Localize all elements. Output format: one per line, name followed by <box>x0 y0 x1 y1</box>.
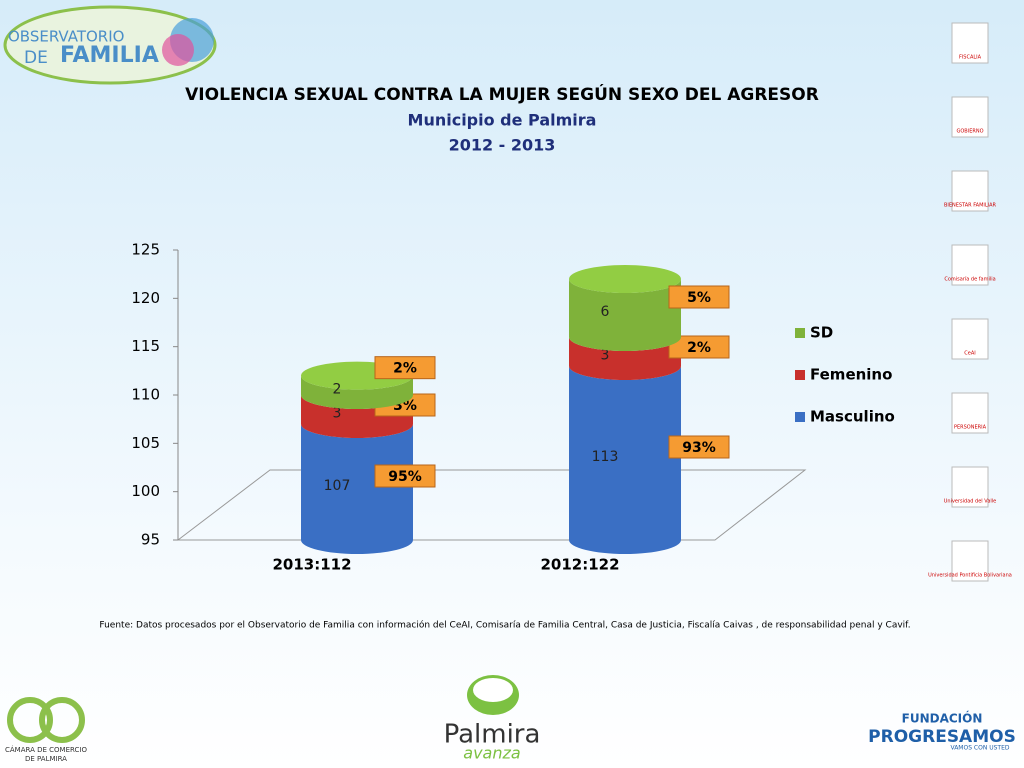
y-tick-label: 105 <box>131 434 160 452</box>
legend-swatch <box>795 412 805 422</box>
logo-text: OBSERVATORIO <box>8 28 124 46</box>
logo-text: Universidad del Valle <box>944 499 996 505</box>
share-box <box>668 285 730 309</box>
logo-text: CÁMARA DE COMERCIO <box>5 745 87 754</box>
logo-text: Palmira <box>444 720 541 750</box>
y-tick-label: 120 <box>131 289 160 307</box>
share-label: 2% <box>687 340 711 356</box>
y-tick-label: 100 <box>131 482 160 500</box>
y-tick-label: 95 <box>141 531 160 549</box>
logo-box <box>951 540 989 582</box>
chart-floor <box>176 469 807 541</box>
logo-text: FISCALIA <box>959 55 982 61</box>
logo-text: DE PALMIRA <box>25 755 67 763</box>
side-logos: FISCALIA GOBIERNO BIENESTAR FAMILIAR Comisa… <box>928 22 1012 582</box>
data-label: 113 <box>592 449 619 465</box>
logo-box <box>951 96 989 138</box>
logo-box <box>951 466 989 508</box>
logo-text: CeAI <box>964 351 975 357</box>
share-label: 5% <box>687 290 711 306</box>
y-tick-label: 115 <box>131 337 160 355</box>
chart-period: 2012 - 2013 <box>449 136 556 155</box>
logo-text: GOBIERNO <box>956 129 983 135</box>
share-box <box>374 464 436 488</box>
share-box <box>668 335 730 359</box>
bar-segment <box>301 424 413 554</box>
logo-box <box>951 170 989 212</box>
logo-box <box>951 22 989 64</box>
bar-segment <box>569 337 681 380</box>
legend-label: Femenino <box>810 366 892 384</box>
logo-text: PROGRESAMOS <box>868 727 1016 747</box>
data-label: 3 <box>333 406 342 422</box>
logo-box <box>951 318 989 360</box>
logo-text: BIENESTAR FAMILIAR <box>944 203 997 209</box>
logo-text: PERSONERIA <box>954 425 987 431</box>
data-label: 3 <box>601 348 610 364</box>
logo-text: avanza <box>463 744 520 763</box>
logo-text: VAMOS CON USTED <box>950 745 1009 752</box>
logo-palmira: Palmira avanza <box>444 675 541 763</box>
data-label: 6 <box>601 304 610 320</box>
legend-label: Masculino <box>810 408 895 426</box>
legend-label: SD <box>810 324 833 342</box>
logo-text: FUNDACIÓN <box>902 711 983 726</box>
x-tick-label: 2013:112 <box>272 556 351 574</box>
bar-segment <box>301 375 413 409</box>
logo-box <box>951 244 989 286</box>
share-label: 2% <box>393 361 417 377</box>
share-label: 93% <box>682 440 716 456</box>
logo-observatorio: OBSERVATORIO DE FAMILIA <box>3 5 217 85</box>
logo-text: Comisaría de familia <box>944 276 995 283</box>
logo-text: FAMILIA <box>60 43 159 68</box>
legend-swatch <box>795 370 805 380</box>
data-label: 107 <box>324 478 351 494</box>
share-box <box>668 435 730 459</box>
bar-segment <box>301 395 413 438</box>
y-tick-label: 110 <box>131 386 160 404</box>
chart-title: VIOLENCIA SEXUAL CONTRA LA MUJER SEGÚN S… <box>185 83 819 105</box>
logo-camara: CÁMARA DE COMERCIO DE PALMIRA <box>5 697 87 763</box>
chart-subtitle: Municipio de Palmira <box>408 111 597 130</box>
bar-segment <box>569 279 681 351</box>
share-box <box>374 356 436 380</box>
source-note: Fuente: Datos procesados por el Observat… <box>99 620 910 631</box>
logo-text: DE <box>24 48 48 68</box>
y-tick-label: 125 <box>131 241 160 259</box>
share-label: 95% <box>388 469 422 485</box>
logo-text: Universidad Pontificia Bolivariana <box>928 573 1012 579</box>
bar-top <box>569 265 681 293</box>
bar-segment <box>569 366 681 554</box>
x-tick-label: 2012:122 <box>540 556 619 574</box>
legend-swatch <box>795 328 805 338</box>
logo-box <box>951 392 989 434</box>
data-label: 2 <box>333 381 342 397</box>
logo-progresamos: FUNDACIÓN PROGRESAMOS VAMOS CON USTED <box>868 711 1016 752</box>
